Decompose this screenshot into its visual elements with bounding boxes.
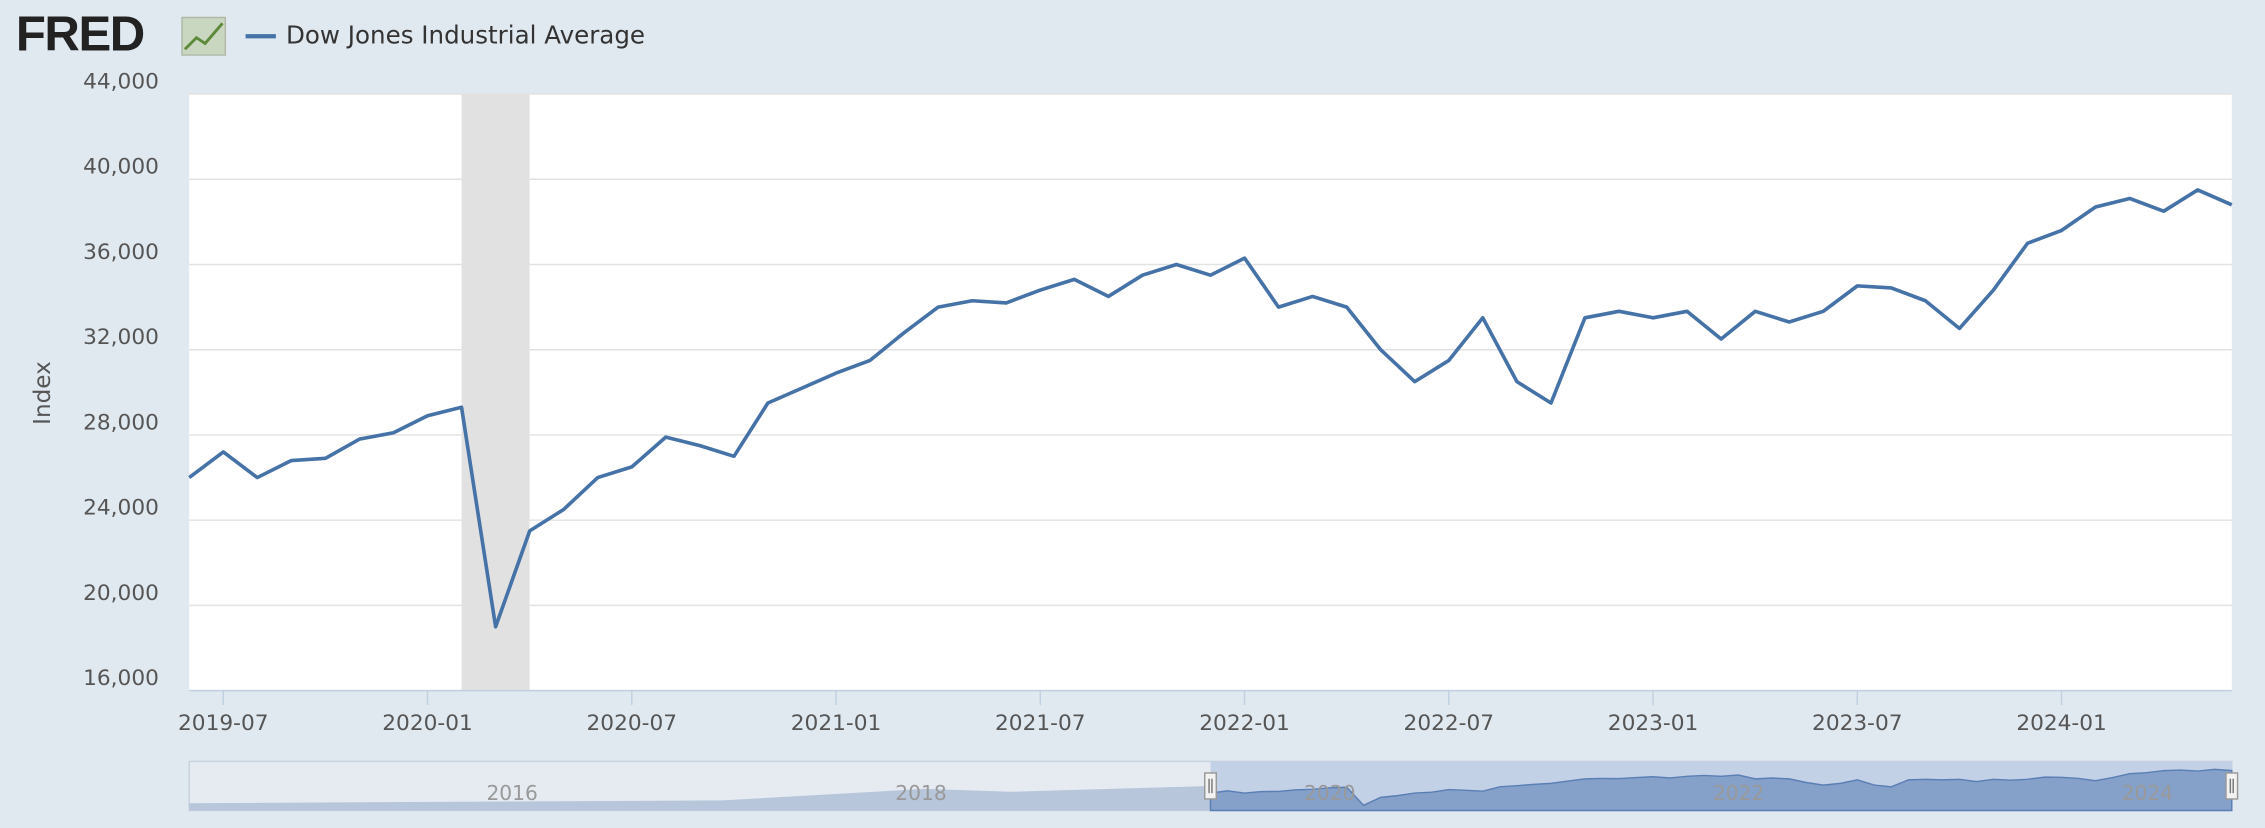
y-tick-label: 32,000	[83, 325, 159, 350]
x-tick-label: 2021-07	[995, 711, 1085, 736]
y-tick-label: 36,000	[83, 240, 159, 265]
navigator-handle[interactable]	[1204, 772, 1218, 800]
legend-label[interactable]: Dow Jones Industrial Average	[286, 20, 645, 49]
x-tick-label: 2023-01	[1608, 711, 1699, 736]
y-tick-label: 16,000	[83, 666, 159, 691]
navigator-label: 2022	[1713, 781, 1764, 805]
x-tick-label: 2020-01	[382, 711, 472, 736]
x-tick-label: 2021-01	[791, 711, 881, 736]
navigator-area	[1209, 768, 2233, 812]
x-tick-label: 2024-01	[2016, 711, 2106, 736]
x-tick-label: 2022-01	[1199, 711, 1290, 736]
x-tick-label: 2022-07	[1404, 711, 1495, 736]
navigator-label: 2018	[895, 781, 946, 805]
recession-band	[461, 94, 530, 691]
y-tick-label: 28,000	[83, 410, 159, 435]
y-tick-label: 44,000	[83, 69, 159, 94]
y-axis-label: Index	[30, 361, 56, 425]
navigator-label: 2016	[486, 781, 537, 805]
navigator-history	[189, 785, 1211, 811]
navigator-label: 2024	[2122, 781, 2173, 805]
x-tick-label: 2020-07	[587, 711, 678, 736]
x-tick-label: 2019-07	[178, 711, 269, 736]
logo: FRED	[16, 8, 144, 62]
data-line	[188, 188, 2233, 629]
plot-area	[189, 94, 2232, 691]
y-tick-label: 40,000	[83, 155, 159, 180]
logo-icon	[181, 16, 227, 56]
navigator-handle[interactable]	[2225, 772, 2239, 800]
x-tick-label: 2023-07	[1812, 711, 1903, 736]
y-tick-label: 20,000	[83, 581, 159, 606]
y-tick-label: 24,000	[83, 496, 159, 521]
navigator-label: 2020	[1304, 781, 1355, 805]
